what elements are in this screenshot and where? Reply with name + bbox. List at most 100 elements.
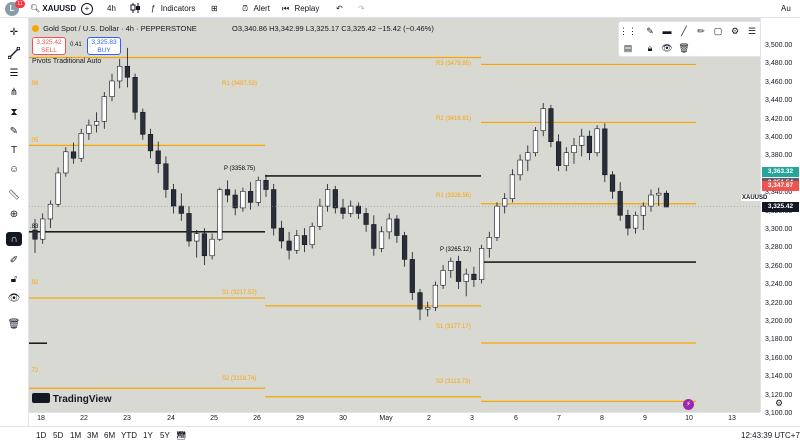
range-button-ytd[interactable]: YTD (121, 431, 137, 440)
line-width-icon[interactable]: ☰ (747, 25, 757, 36)
range-button-1m[interactable]: 1M (70, 431, 82, 440)
candle-body (332, 189, 338, 209)
candle-body (548, 108, 554, 142)
candle-body (278, 227, 285, 242)
price-label: 3,140.00 (765, 373, 793, 381)
compare-symbol-button[interactable]: + (81, 3, 93, 15)
magnet-icon[interactable]: ∩ (6, 232, 22, 246)
candle-body (94, 121, 100, 126)
watermark-text: TradingView (52, 394, 112, 405)
candle-body (486, 237, 492, 249)
fib-retracement-icon[interactable]: ⧗ (10, 106, 18, 118)
candle-body (425, 306, 431, 310)
visibility-icon[interactable]: 👁︎ (661, 42, 673, 53)
drag-handle-icon[interactable]: ⋮⋮ (619, 25, 637, 36)
brush-icon[interactable]: ✎ (646, 25, 654, 36)
symbol-search-button[interactable]: 🔍︎ XAUUSD (30, 3, 76, 15)
symbol-title[interactable]: Gold Spot / U.S. Dollar · 4h · PEPPERSTO… (43, 24, 197, 33)
avatar-letter: L (9, 4, 15, 13)
candle-body (378, 231, 385, 249)
floating-drawing-toolbar: ⋮⋮ ✎ ▬ ╱ ✏︎ ▢ ⚙︎ ☰ ⋯ ▤ 🔒︎ 👁︎ 🗑︎ ⋯ (618, 21, 760, 57)
candle-body (147, 134, 154, 152)
brush-icon[interactable]: ✎ (9, 125, 19, 137)
candle-body (440, 270, 446, 286)
eye-icon[interactable]: 👁︎ (7, 292, 21, 304)
chart-pane[interactable]: .98 .05 .83 .92 .72 R1 (3487.53) P (3358… (29, 18, 760, 412)
time-label: 9 (643, 415, 647, 422)
chart-type-button[interactable] (130, 3, 140, 15)
pivot-label-s1: S1 (3217.52) (222, 290, 257, 296)
emoji-icon[interactable]: ☺ (8, 163, 20, 175)
price-tag: 3,325.42 (762, 201, 799, 212)
grid-icon: ⊞ (211, 4, 218, 13)
tradingview-logo-icon (32, 393, 50, 403)
text-icon[interactable]: T (10, 144, 18, 156)
clock-label[interactable]: 12:43:39 UTC+7 (741, 431, 800, 440)
candle-body (656, 192, 662, 196)
sell-button[interactable]: 3,325.42 SELL (32, 37, 66, 55)
range-button-5d[interactable]: 5D (53, 431, 64, 440)
trend-line-icon[interactable] (6, 46, 22, 60)
notification-badge: 11 (15, 0, 25, 8)
settings-icon[interactable]: ⚙︎ (730, 25, 740, 36)
crosshair-icon[interactable]: ✛ (9, 26, 19, 38)
candle-body (255, 180, 261, 203)
candle-body (70, 151, 77, 159)
square-icon[interactable]: ▢ (713, 25, 723, 36)
settings-icon[interactable]: ⚙︎ (775, 398, 784, 408)
price-tag: 3,347.67 (762, 181, 799, 192)
undo-button[interactable]: ↶ (336, 3, 343, 15)
range-button-1d[interactable]: 1D (36, 431, 47, 440)
event-badge[interactable]: ⚡︎ (683, 399, 694, 410)
pivot-label-p: P (3358.75) (224, 166, 256, 172)
replay-label: Replay (294, 4, 320, 13)
price-scale[interactable]: 3,500.00 3,480.00 3,460.00 3,440.00 3,420.00… (741, 18, 800, 417)
pitchfork-icon[interactable]: ⋔ (9, 86, 19, 98)
tradingview-watermark: TradingView (32, 393, 112, 405)
stay-in-drawing-mode-icon[interactable]: ✐ (9, 254, 19, 266)
range-button-3m[interactable]: 3M (87, 431, 99, 440)
indicators-button[interactable]: ƒ Indicators (151, 3, 195, 15)
candle-body (194, 233, 200, 242)
candle-body (186, 213, 192, 242)
line-tool-icon[interactable]: ╱ (681, 25, 687, 36)
template-icon[interactable]: ▤ (623, 42, 633, 53)
time-label: 7 (557, 415, 561, 422)
alert-button[interactable]: ⏰︎ Alert (242, 3, 270, 15)
horizontal-lines-icon[interactable]: ☰ (9, 67, 19, 79)
range-button-all[interactable]: All (177, 431, 186, 440)
range-button-5y[interactable]: 5Y (160, 431, 170, 440)
lock-icon[interactable]: 🔓︎ (10, 273, 18, 285)
indicator-legend[interactable]: Pivots Traditional Auto (32, 58, 102, 65)
candlestick-chart[interactable] (29, 18, 760, 412)
buy-button[interactable]: 3,325.83 BUY (87, 37, 121, 55)
left-drawing-toolbar: ✛ ☰ ⋔ ⧗ ✎ T ☺ 📏︎ ⊕ ∩ ✐ 🔓︎ 👁︎ 🗑︎ (0, 18, 29, 426)
account-label[interactable]: Au (781, 4, 791, 13)
range-button-1y[interactable]: 1Y (143, 431, 153, 440)
color-icon[interactable]: ▬ (662, 26, 672, 36)
candle-body (640, 205, 646, 216)
price-label: 3,160.00 (765, 354, 793, 362)
calendar-icon[interactable]: 📅︎ (176, 431, 187, 440)
candle-body (563, 152, 569, 166)
candle-body (286, 240, 292, 251)
candle-body (409, 259, 415, 293)
time-scale[interactable]: 18 22 23 24 25 26 29 30 May 2 3 6 7 8 9 10 13 (29, 412, 760, 426)
candle-body (224, 189, 231, 196)
interval-button[interactable]: 4h (107, 4, 116, 13)
replay-button[interactable]: ⏮ Replay (282, 3, 319, 15)
lock-icon[interactable]: 🔒︎ (647, 42, 653, 53)
range-button-6m[interactable]: 6M (104, 431, 116, 440)
pencil-icon[interactable]: ✏︎ (697, 25, 705, 36)
zoom-in-icon[interactable]: ⊕ (9, 208, 19, 220)
candle-body (417, 292, 423, 310)
ruler-icon[interactable]: 📏︎ (7, 189, 21, 201)
candle-body (109, 80, 115, 97)
time-label: 24 (167, 415, 175, 422)
redo-button[interactable]: ↷ (358, 3, 365, 15)
price-label: 3,240.00 (765, 281, 793, 289)
layout-button[interactable]: ⊞ (211, 3, 218, 15)
trash-icon[interactable]: 🗑︎ (7, 318, 21, 330)
candle-body (540, 108, 546, 131)
trash-icon[interactable]: 🗑︎ (678, 42, 690, 53)
